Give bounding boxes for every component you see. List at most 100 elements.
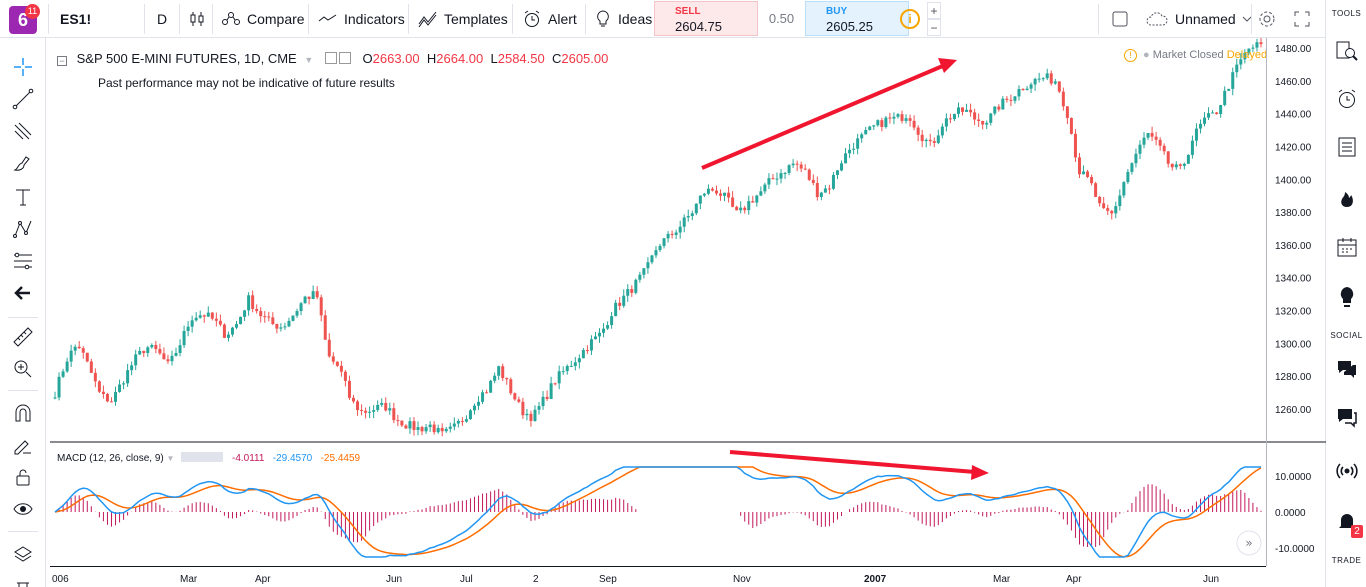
compare-button[interactable]: Compare [221, 0, 305, 38]
scroll-right-button[interactable]: » [1236, 530, 1262, 556]
candle [944, 113, 948, 132]
candle [985, 120, 989, 130]
time-axis[interactable]: 006 Mar Apr Jun Jul 2 Sep Nov 2007 Mar Apr Jun [50, 566, 1266, 587]
ideas-button[interactable]: Ideas [594, 0, 652, 38]
layout-name: Unnamed [1175, 11, 1236, 27]
sell-button[interactable]: SELL 2604.75 [654, 1, 758, 36]
warning-icon[interactable]: ! [1124, 49, 1137, 62]
open-value: 2663.00 [372, 51, 420, 66]
candle [731, 191, 735, 208]
candle [73, 344, 77, 356]
candle [928, 133, 932, 146]
alert-label: Alert [548, 11, 577, 27]
templates-label: Templates [444, 11, 508, 27]
price-axis-canvas: 1480.00 1460.00 1440.00 1420.00 1400.00 1380.… [1267, 44, 1326, 555]
price-axis[interactable]: 1480.00 1460.00 1440.00 1420.00 1400.00 1380.… [1266, 38, 1326, 566]
candle [537, 401, 541, 415]
candle [105, 392, 109, 403]
quantity-minus-button[interactable]: − [927, 19, 941, 36]
settings-button[interactable] [1257, 0, 1277, 38]
prediction-tool[interactable] [8, 246, 38, 276]
collapse-icon[interactable]: − [57, 56, 67, 66]
candle [222, 323, 226, 339]
stay-drawing-tool[interactable] [8, 430, 38, 460]
streams-button[interactable] [1332, 456, 1362, 486]
expand-button[interactable] [1293, 0, 1311, 38]
alert-button[interactable]: Alert [522, 0, 577, 38]
zoom-tool[interactable] [8, 354, 38, 384]
candle [1130, 162, 1134, 175]
candle [1259, 38, 1263, 48]
ruler-tool[interactable] [8, 322, 38, 352]
layout-menu[interactable]: Unnamed [1145, 0, 1252, 38]
market-closed-label: Market Closed [1152, 49, 1224, 61]
eye-icon [13, 503, 33, 515]
object-tree-tool[interactable] [8, 540, 38, 570]
ideas-stream-button[interactable] [1332, 282, 1362, 312]
candle [1053, 78, 1057, 85]
back-tool[interactable] [8, 278, 38, 308]
magnet-tool[interactable] [8, 398, 38, 428]
divider [179, 4, 180, 34]
chats-button[interactable] [1332, 354, 1362, 384]
pattern-tool[interactable] [8, 214, 38, 244]
indicator-buttons[interactable] [181, 452, 224, 462]
trend-line-tool[interactable] [8, 84, 38, 114]
buy-button[interactable]: BUY 2605.25 [805, 1, 909, 36]
pitchfork-tool[interactable] [8, 116, 38, 146]
hotlists-button[interactable] [1332, 182, 1362, 212]
settings-small-icon[interactable] [338, 52, 351, 64]
chevron-down-icon[interactable]: ▼ [304, 55, 314, 65]
candle [142, 350, 146, 358]
candle [230, 326, 234, 337]
candle [69, 344, 73, 367]
quantity-plus-button[interactable]: + [927, 2, 941, 19]
open-label: O [362, 51, 373, 66]
candle [1073, 129, 1077, 162]
text-tool[interactable] [8, 182, 38, 212]
candle [835, 169, 839, 180]
info-icon[interactable]: i [900, 9, 920, 29]
candle [412, 417, 416, 436]
private-chats-button[interactable] [1332, 402, 1362, 432]
candle [977, 113, 981, 128]
candle [214, 312, 218, 327]
symbol-search[interactable]: ES1! [60, 0, 91, 38]
candle [351, 394, 355, 404]
crosshair-tool[interactable] [8, 52, 38, 82]
candle [279, 323, 283, 332]
brush-tool[interactable] [8, 148, 38, 178]
indicators-button[interactable]: Indicators [318, 0, 405, 38]
calendar-button[interactable] [1332, 232, 1362, 262]
candle [1057, 81, 1061, 94]
chat-list-icon [1338, 409, 1357, 428]
alerts-button[interactable] [1332, 84, 1362, 114]
interval-button[interactable]: D [157, 0, 167, 38]
candle [533, 405, 537, 422]
low-label: L [490, 51, 498, 66]
candle [844, 147, 848, 164]
chart-pane[interactable]: » [50, 38, 1266, 566]
templates-icon [418, 11, 437, 28]
chart-style-button[interactable] [188, 0, 206, 38]
chevron-down-icon[interactable]: ▼ [166, 454, 175, 463]
templates-button[interactable]: Templates [418, 0, 508, 38]
candle [299, 301, 303, 316]
macd-hist-value: -4.0111 [231, 453, 265, 464]
candle [198, 310, 202, 319]
candle [1041, 77, 1045, 82]
candle [662, 237, 666, 249]
fullscreen-toggle[interactable] [1111, 0, 1129, 38]
candle [319, 294, 323, 322]
data-window-button[interactable] [1332, 132, 1362, 162]
price-tick-label: 1400.00 [1275, 175, 1312, 186]
watchlist-button[interactable] [1332, 36, 1362, 66]
trash-tool[interactable] [8, 570, 38, 587]
eye-toggle-icon[interactable] [324, 52, 337, 64]
hide-drawings-tool[interactable] [8, 494, 38, 524]
lock-drawings-tool[interactable] [8, 462, 38, 492]
candle [642, 267, 646, 279]
candle [384, 397, 388, 412]
candle [1061, 87, 1065, 111]
candle [226, 331, 230, 342]
